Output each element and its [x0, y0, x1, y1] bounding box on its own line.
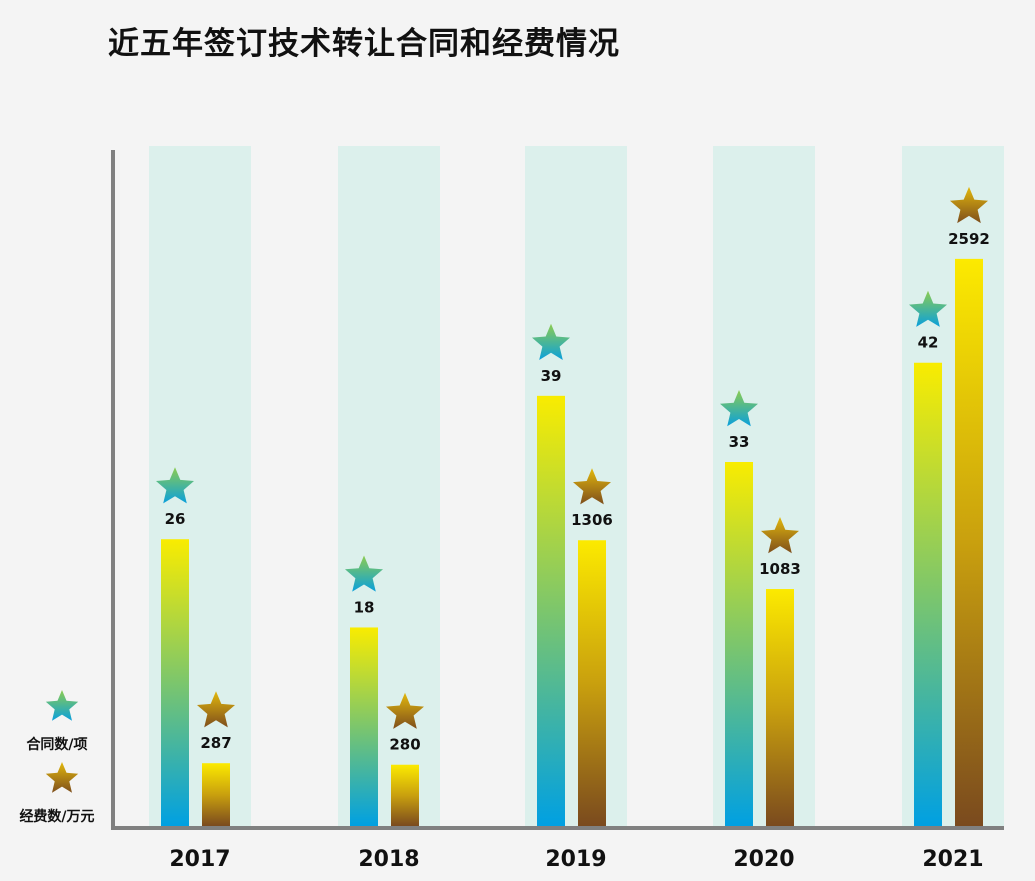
x-tick-label: 2019	[545, 847, 606, 872]
star-icon	[573, 468, 611, 505]
x-tick-label: 2018	[358, 847, 419, 872]
star-icon	[761, 517, 799, 554]
bar-contracts	[914, 362, 942, 826]
data-label: 1306	[571, 511, 613, 529]
data-label: 33	[729, 433, 750, 451]
legend-label: 经费数/万元	[19, 808, 94, 825]
bar-contracts	[537, 395, 565, 826]
data-label: 18	[354, 598, 375, 616]
bar-funding	[391, 764, 419, 826]
bar-contracts	[161, 539, 189, 826]
x-tick-label: 2017	[169, 847, 230, 872]
star-icon	[909, 290, 947, 327]
data-label: 280	[389, 736, 420, 754]
bar-funding	[766, 589, 794, 826]
star-icon	[950, 186, 988, 224]
chart-title: 近五年签订技术转让合同和经费情况	[108, 26, 620, 62]
star-icon	[197, 691, 235, 728]
data-label: 2592	[948, 230, 990, 248]
data-label: 39	[541, 367, 562, 385]
data-label: 42	[918, 334, 939, 352]
star-icon	[345, 555, 383, 592]
bar-funding	[578, 540, 606, 826]
bar-contracts	[725, 462, 753, 826]
bar-funding	[202, 763, 230, 826]
bar-funding	[955, 258, 983, 827]
star-icon	[532, 323, 570, 360]
star-icon	[156, 467, 194, 504]
data-label: 26	[165, 510, 186, 528]
legend-star-icon	[45, 762, 79, 793]
data-label: 1083	[759, 560, 801, 578]
star-icon	[720, 390, 758, 427]
data-label: 287	[200, 734, 231, 752]
x-tick-label: 2021	[922, 847, 983, 872]
x-tick-label: 2020	[733, 847, 794, 872]
star-icon	[386, 692, 424, 729]
legend-label: 合同数/项	[26, 736, 87, 753]
bar-contracts	[350, 627, 378, 826]
legend-star-icon	[45, 690, 79, 721]
